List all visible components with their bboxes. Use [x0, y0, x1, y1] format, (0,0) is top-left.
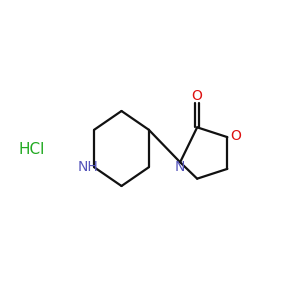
Text: HCl: HCl — [18, 142, 45, 158]
Text: N: N — [175, 160, 185, 174]
Text: O: O — [230, 129, 241, 142]
Text: O: O — [192, 89, 203, 103]
Text: NH: NH — [77, 160, 98, 174]
